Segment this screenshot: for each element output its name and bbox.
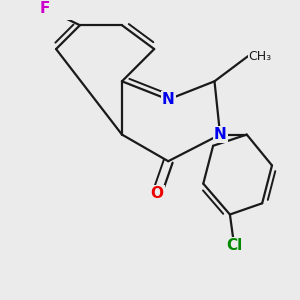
Text: CH₃: CH₃ (248, 50, 271, 63)
Text: N: N (162, 92, 175, 107)
Text: Cl: Cl (226, 238, 242, 253)
Text: O: O (151, 186, 164, 201)
Text: F: F (40, 1, 50, 16)
Text: N: N (214, 127, 226, 142)
